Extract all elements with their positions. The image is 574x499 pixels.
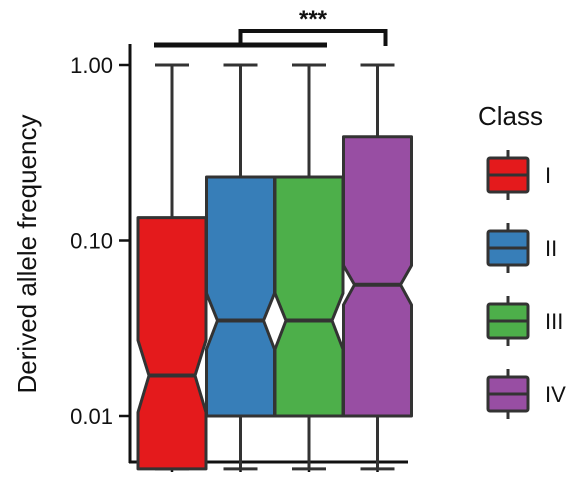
significance-bracket	[238, 29, 388, 46]
box-body	[205, 175, 276, 418]
box-III	[273, 63, 345, 471]
box-body	[342, 135, 413, 418]
box-body	[136, 216, 208, 471]
y-tick-label: 0.01	[70, 404, 113, 429]
boxes	[136, 63, 413, 471]
legend-entry-III: III	[486, 296, 563, 346]
y-ticks: 1.00 0.10 0.01	[70, 53, 129, 429]
legend-entry-II: II	[486, 223, 557, 273]
legend-entry-IV: IV	[486, 369, 566, 419]
box-I	[136, 63, 208, 471]
legend-label: II	[545, 236, 557, 261]
significance-label: ***	[299, 6, 328, 33]
y-tick-label: 0.10	[70, 229, 113, 254]
significance-brackets: ***	[154, 6, 388, 48]
box-IV	[342, 63, 413, 471]
plot-area: 1.00 0.10 0.01 ***	[70, 6, 413, 472]
y-tick-label: 1.00	[70, 53, 113, 78]
legend-label: III	[545, 309, 563, 334]
legend-title: Class	[478, 101, 543, 131]
legend-entry-I: I	[486, 150, 551, 200]
legend-label: IV	[545, 382, 566, 407]
box-body	[273, 175, 345, 418]
legend-label: I	[545, 163, 551, 188]
y-axis-label: Derived allele frequency	[12, 115, 42, 394]
box-II	[205, 63, 276, 471]
